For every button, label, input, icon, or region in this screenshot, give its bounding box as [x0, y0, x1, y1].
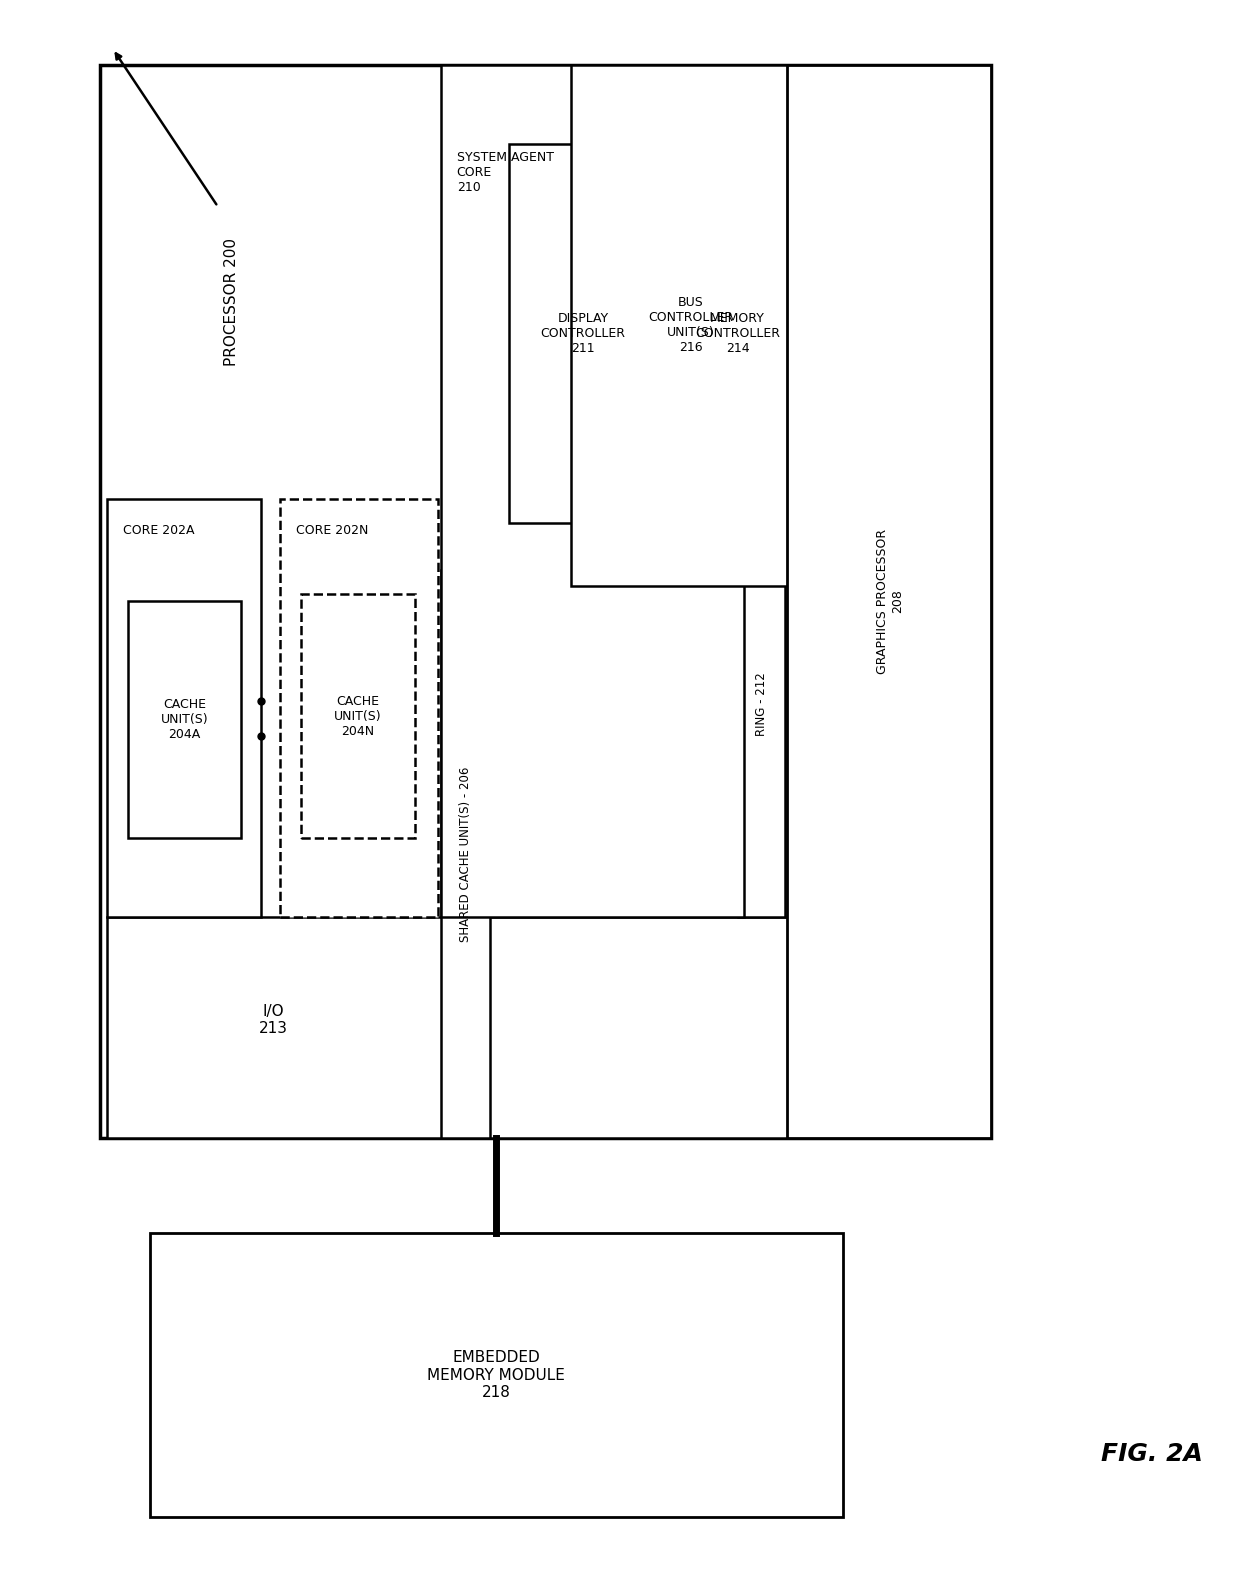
Text: I/O
213: I/O 213	[259, 1005, 288, 1036]
FancyBboxPatch shape	[301, 593, 414, 838]
FancyBboxPatch shape	[440, 570, 490, 1139]
Text: CORE 202N: CORE 202N	[296, 524, 368, 536]
Text: BUS
CONTROLLER
UNIT(S)
216: BUS CONTROLLER UNIT(S) 216	[649, 296, 733, 354]
Text: MEMORY
CONTROLLER
214: MEMORY CONTROLLER 214	[696, 312, 780, 354]
FancyBboxPatch shape	[100, 65, 991, 1139]
FancyBboxPatch shape	[107, 498, 262, 918]
FancyBboxPatch shape	[440, 65, 744, 918]
Text: DISPLAY
CONTROLLER
211: DISPLAY CONTROLLER 211	[541, 312, 625, 354]
Text: FIG. 2A: FIG. 2A	[1101, 1443, 1203, 1467]
FancyBboxPatch shape	[738, 490, 785, 918]
Text: SHARED CACHE UNIT(S) - 206: SHARED CACHE UNIT(S) - 206	[459, 767, 472, 941]
FancyBboxPatch shape	[570, 65, 812, 585]
Text: GRAPHICS PROCESSOR
208: GRAPHICS PROCESSOR 208	[875, 528, 904, 674]
Text: CACHE
UNIT(S)
204N: CACHE UNIT(S) 204N	[334, 694, 382, 739]
Text: EMBEDDED
MEMORY MODULE
218: EMBEDDED MEMORY MODULE 218	[428, 1351, 565, 1400]
Text: RING - 212: RING - 212	[755, 672, 768, 736]
Text: CORE 202A: CORE 202A	[123, 524, 195, 536]
Text: CACHE
UNIT(S)
204A: CACHE UNIT(S) 204A	[161, 698, 208, 742]
FancyBboxPatch shape	[508, 144, 657, 522]
FancyBboxPatch shape	[663, 144, 812, 522]
Text: PROCESSOR 200: PROCESSOR 200	[224, 239, 239, 367]
FancyBboxPatch shape	[128, 601, 242, 838]
FancyBboxPatch shape	[107, 918, 843, 1139]
FancyBboxPatch shape	[280, 498, 438, 918]
FancyBboxPatch shape	[787, 65, 991, 1139]
FancyBboxPatch shape	[150, 1234, 843, 1517]
Text: SYSTEM AGENT
CORE
210: SYSTEM AGENT CORE 210	[456, 152, 554, 195]
